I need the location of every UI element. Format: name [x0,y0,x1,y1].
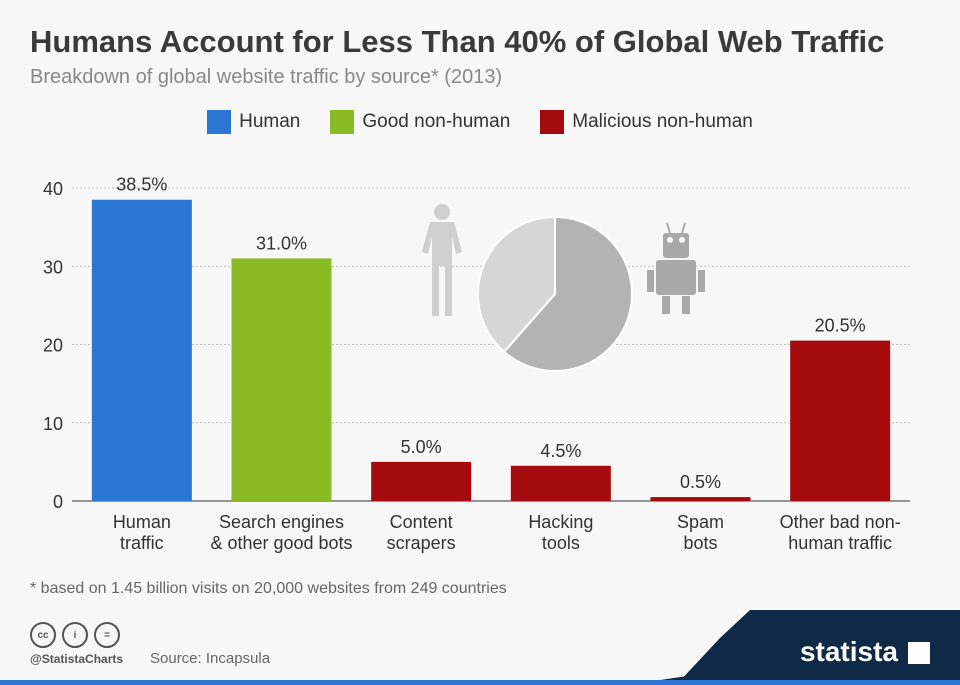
x-tick-label: Hacking [528,512,593,532]
statista-logo-icon [908,642,930,664]
bar [371,461,472,501]
legend-swatch [540,110,565,134]
y-tick-label: 0 [53,492,63,512]
legend-label: Good non-human [362,111,511,132]
legend-item: Human [207,110,300,134]
robot-icon [647,222,705,314]
x-tick-label: Other bad non- [780,512,901,532]
bar [91,199,192,502]
twitter-handle[interactable]: @StatistaCharts [30,652,124,666]
x-tick-label: bots [683,533,717,553]
bottom-line [0,680,960,685]
legend-item: Malicious non-human [540,110,753,134]
cc-icon: cc [30,622,56,648]
license-icons: cc i = [30,622,120,648]
pie-slice-human [477,215,556,354]
data-label: 31.0% [256,233,307,253]
x-tick-label: & other good bots [210,533,352,553]
y-tick-label: 30 [43,257,63,277]
legend-swatch [330,110,355,134]
source: Source: Incapsula [150,650,271,667]
chart-title: Humans Account for Less Than 40% of Glob… [30,24,885,59]
legend-label: Human [239,111,301,132]
x-tick-label: Spam [677,512,724,532]
attribution-icon: i [62,622,88,648]
data-label: 5.0% [401,437,442,457]
human-icon [422,204,462,316]
data-label: 20.5% [815,316,866,336]
legend-label: Malicious non-human [572,111,753,132]
x-tick-label: Human [113,512,171,532]
footnote: * based on 1.45 billion visits on 20,000… [30,580,507,597]
y-tick-label: 20 [43,336,63,356]
x-tick-label: human traffic [788,533,892,553]
chart-subtitle: Breakdown of global website traffic by s… [30,66,503,88]
data-label: 0.5% [680,472,721,492]
y-tick-label: 40 [43,179,63,199]
x-tick-label: Search engines [219,512,344,532]
legend-item: Good non-human [330,110,510,134]
no-derivatives-icon: = [94,622,120,648]
x-tick-label: Content [390,512,453,532]
x-tick-label: scrapers [387,533,456,553]
legend-swatch [207,110,232,134]
data-label: 4.5% [540,441,581,461]
bar [231,258,332,501]
data-label: 38.5% [116,175,167,195]
legend: Human Good non-human Malicious non-human [0,110,960,134]
x-tick-label: tools [542,533,580,553]
pie-slice-non-human [502,215,633,372]
statista-logo[interactable]: statista [799,636,898,667]
bar [510,465,611,501]
bar [790,340,891,501]
x-tick-label: traffic [120,533,164,553]
y-tick-label: 10 [43,414,63,434]
bar [650,497,751,501]
